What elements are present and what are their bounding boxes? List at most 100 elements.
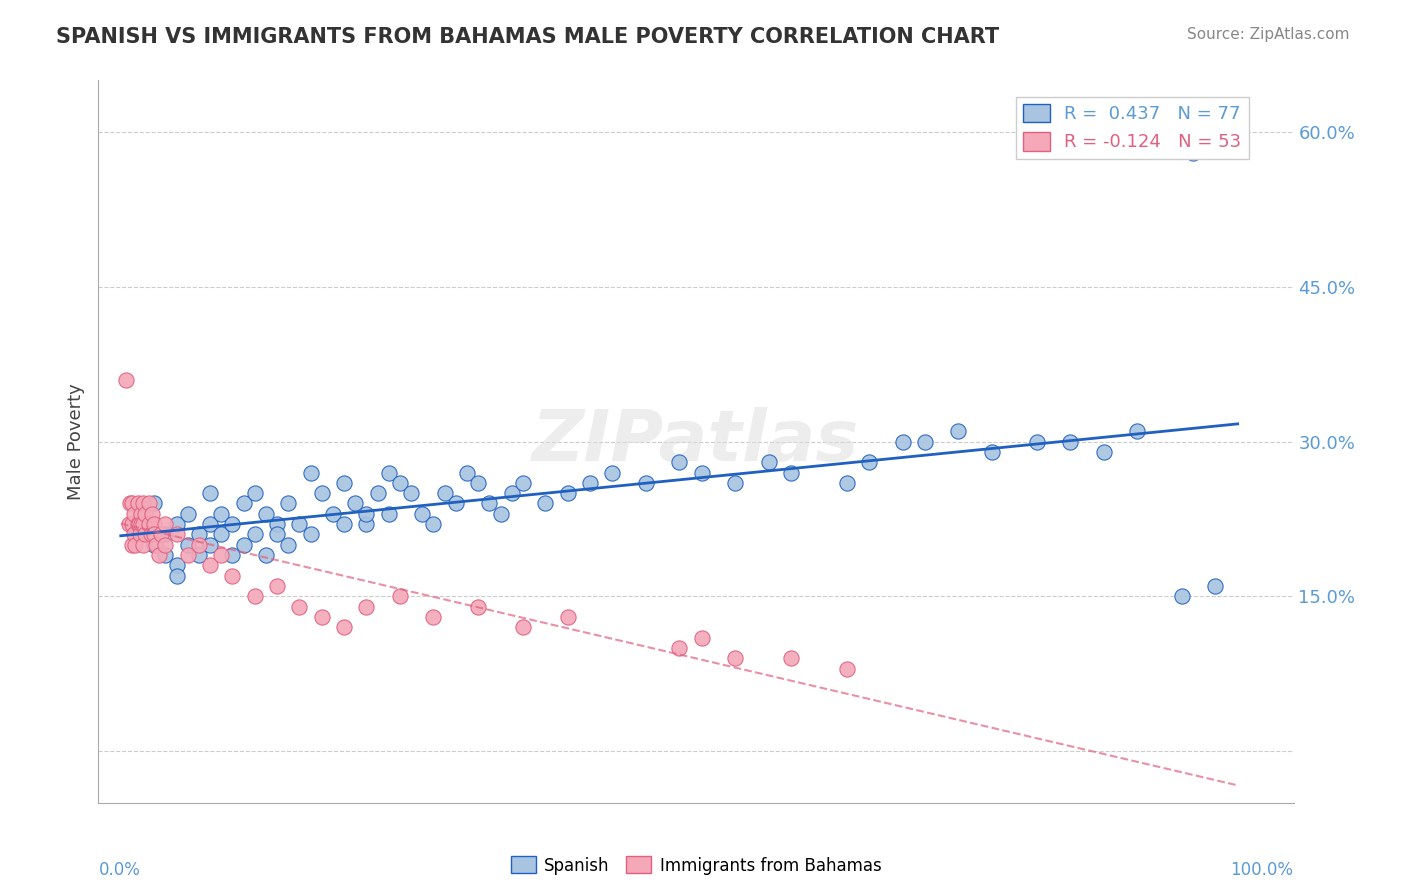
Point [266,517,288,532]
Point [299,466,322,480]
Point [422,610,444,624]
Point [121,496,143,510]
Point [187,548,209,562]
Point [134,507,156,521]
Point [433,486,456,500]
Point [127,496,149,510]
Point [266,579,288,593]
Point [134,527,156,541]
Point [155,527,177,541]
Point [378,466,401,480]
Point [288,517,311,532]
Point [121,538,143,552]
Point [166,527,188,541]
Point [1126,424,1149,438]
Point [145,538,167,552]
Point [422,517,444,532]
Point [198,517,221,532]
Point [356,517,378,532]
Point [221,548,243,562]
Point [981,445,1004,459]
Point [122,507,145,521]
Point [489,507,512,521]
Point [411,507,433,521]
Point [780,651,803,665]
Text: 100.0%: 100.0% [1230,861,1294,879]
Point [132,496,155,510]
Point [132,517,155,532]
Point [758,455,780,469]
Point [356,507,378,521]
Point [166,558,188,573]
Point [1092,445,1115,459]
Point [501,486,523,500]
Point [467,599,489,614]
Point [243,527,266,541]
Point [512,620,534,634]
Text: Source: ZipAtlas.com: Source: ZipAtlas.com [1187,27,1350,42]
Point [277,496,299,510]
Point [1204,579,1226,593]
Point [243,486,266,500]
Point [198,558,221,573]
Point [288,599,311,614]
Point [198,538,221,552]
Point [1059,434,1081,449]
Point [129,507,152,521]
Point [254,548,277,562]
Point [557,486,579,500]
Point [557,610,579,624]
Point [155,517,177,532]
Point [127,517,149,532]
Point [344,496,367,510]
Point [668,455,690,469]
Point [534,496,557,510]
Point [322,507,344,521]
Point [299,527,322,541]
Point [232,538,254,552]
Point [115,373,138,387]
Point [209,507,232,521]
Point [143,496,166,510]
Point [333,517,356,532]
Point [399,486,422,500]
Point [724,651,747,665]
Point [634,475,657,490]
Point [254,507,277,521]
Point [143,527,166,541]
Point [118,496,141,510]
Point [388,475,411,490]
Text: 0.0%: 0.0% [98,861,141,879]
Point [311,486,333,500]
Point [149,527,172,541]
Point [333,620,356,634]
Point [478,496,501,510]
Point [138,517,160,532]
Point [780,466,803,480]
Point [128,527,150,541]
Point [122,527,145,541]
Point [155,538,177,552]
Point [121,517,143,532]
Point [177,538,200,552]
Point [124,538,146,552]
Point [668,640,690,655]
Point [600,466,623,480]
Point [177,548,200,562]
Point [177,507,200,521]
Point [378,507,401,521]
Point [467,475,489,490]
Point [1025,434,1047,449]
Point [117,517,139,532]
Legend: Spanish, Immigrants from Bahamas: Spanish, Immigrants from Bahamas [503,850,889,881]
Point [835,662,858,676]
Point [367,486,389,500]
Text: ZIPatlas: ZIPatlas [533,407,859,476]
Point [132,538,155,552]
Point [221,568,243,582]
Point [132,517,155,532]
Point [311,610,333,624]
Point [209,527,232,541]
Point [579,475,602,490]
Point [512,475,534,490]
